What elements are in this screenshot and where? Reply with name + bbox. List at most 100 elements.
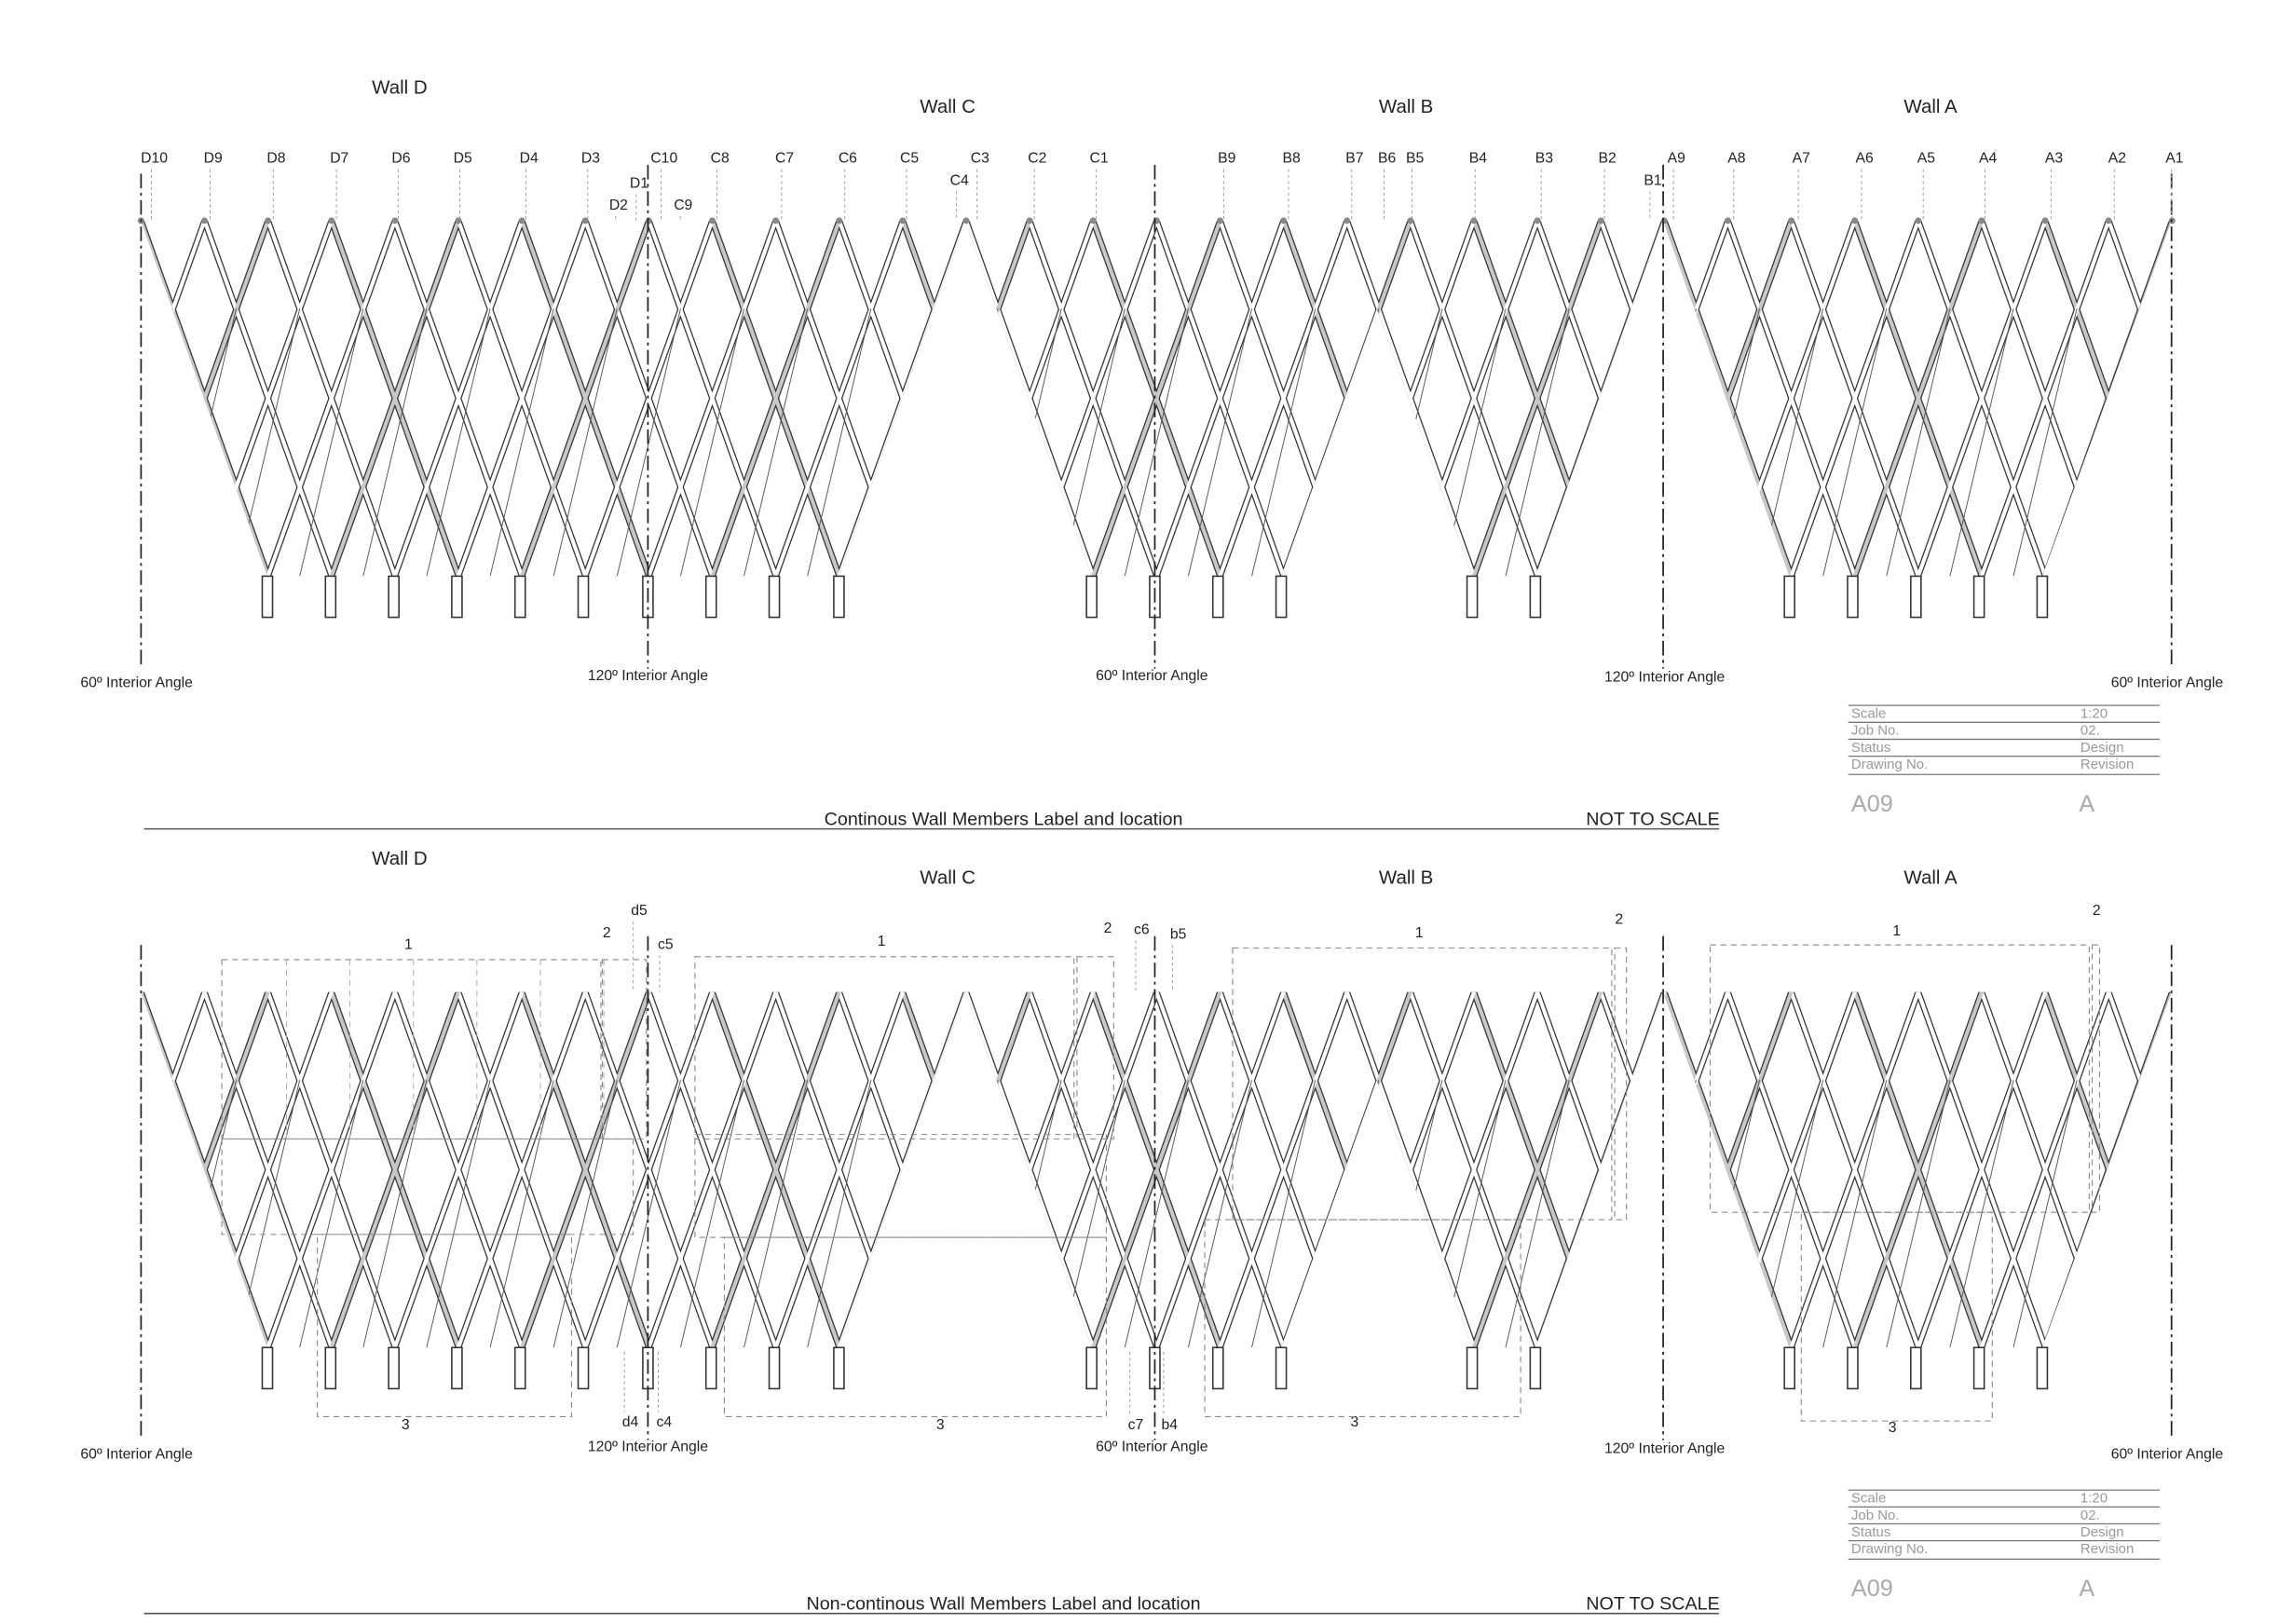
inner-line [299,1080,364,1348]
caption: Non-continous Wall Members Label and loc… [806,1593,1200,1614]
post [324,1346,337,1390]
inner-line [0,1080,46,1347]
title-block-value: Design [2081,740,2124,756]
member [141,220,143,577]
inner-line [1505,1080,1570,1348]
member-label: D1 [630,176,648,192]
angle-label: 120º Interior Angle [1604,1440,1725,1456]
joint [1089,217,1097,225]
member [2170,220,2172,577]
title-block-key: Drawing No. [1851,1541,1928,1557]
joint [836,217,843,225]
inner-line [1631,308,1697,577]
member [457,991,588,1348]
inner-line [46,1080,109,1347]
member [457,220,588,577]
member [141,220,144,577]
post [451,1346,463,1390]
inner-line [1822,308,1888,577]
member-label: C1 [1089,151,1108,167]
member [1535,220,1667,577]
inner-line [553,1080,618,1348]
joint [201,217,208,225]
post [1275,1346,1288,1390]
inner-line [1378,1080,1443,1348]
inner-line [489,1080,554,1348]
post [388,575,400,619]
title-block-value: 1:20 [2081,706,2108,722]
post [704,1346,717,1390]
member [520,220,651,577]
joint [1534,217,1541,225]
joint [1344,217,1351,225]
post [2036,1346,2049,1390]
member [1218,220,1349,577]
inner-line [171,308,238,577]
inner-line [1315,1080,1380,1348]
post [388,1346,400,1390]
member [2170,991,2172,1348]
post [1783,575,1795,619]
inner-line [489,308,554,577]
member [2235,221,2292,577]
member-label: D5 [454,151,472,167]
member [837,220,968,577]
member-label: D9 [204,151,223,167]
member [773,220,905,577]
member-label: A9 [1668,151,1686,167]
joint [328,217,335,225]
post [577,575,590,619]
title-block-key: Status [1851,1524,1890,1540]
member-label: C5 [900,151,919,167]
post [1783,1346,1795,1390]
wall-title: Wall B [1379,96,1433,117]
lattice [0,220,2292,577]
revision: A [2079,791,2094,817]
member [141,220,144,577]
group-label: 3 [1889,1420,1897,1436]
title-block-value: Revision [2081,1541,2134,1557]
wall-title: Wall A [1903,867,1958,889]
group-box [694,956,1075,1140]
joint [1978,217,1985,225]
member [141,991,143,1348]
group-box [2091,944,2100,1213]
group-label: 1 [1892,923,1901,939]
member [2043,220,2172,577]
member [647,991,778,1348]
post [324,575,337,619]
joint [772,217,780,225]
post [1910,1346,1922,1390]
inner-line [2267,308,2292,576]
inner-line [997,1080,1062,1348]
inner-line [679,1080,745,1348]
member-label: B9 [1218,151,1236,167]
post [768,1346,781,1390]
inner-line [362,308,428,577]
member-label: C8 [711,151,730,167]
joint [1470,217,1478,225]
member [1154,220,1286,577]
angle-label: 60º Interior Angle [1096,1440,1208,1455]
post [261,1346,274,1390]
member [141,991,144,1348]
inner-line [426,1080,491,1348]
post [1085,575,1098,619]
member-label: b5 [1170,926,1187,942]
angle-label: 60º Interior Angle [1096,668,1208,684]
member [2235,221,2292,577]
member-label: D3 [581,151,600,167]
member [2235,992,2292,1348]
inner-line [997,308,1062,577]
member [0,221,77,577]
member-label: A5 [1917,151,1936,167]
member-label: c5 [658,936,674,952]
member [2107,991,2172,1348]
angle-label: 60º Interior Angle [80,676,193,691]
group-box [1232,947,1613,1221]
group-label: 2 [603,925,611,941]
member [329,991,460,1348]
inner-line [2012,1080,2078,1348]
group-box [1614,947,1628,1221]
